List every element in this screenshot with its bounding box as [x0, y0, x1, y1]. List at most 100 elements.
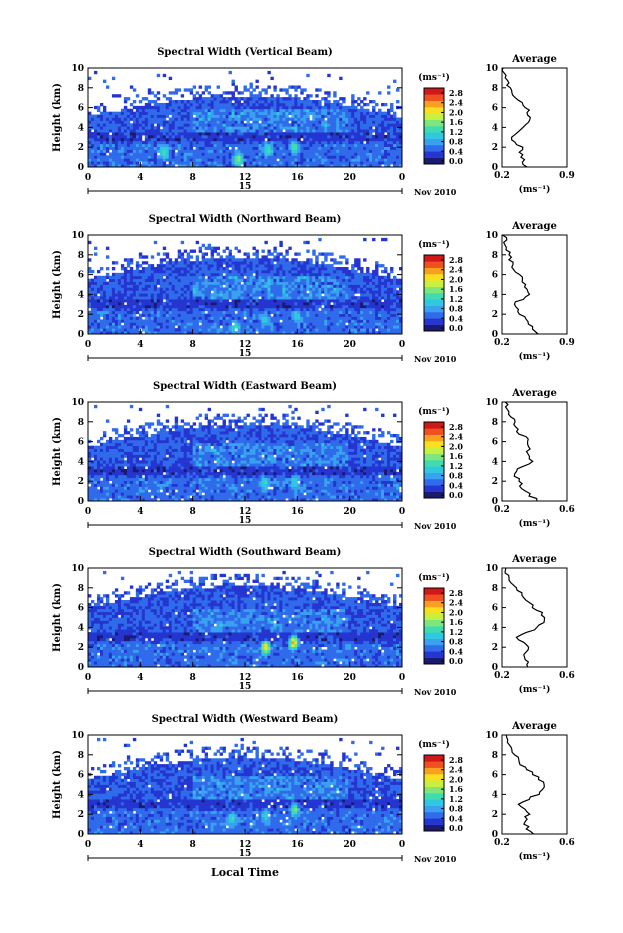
heatmap-cell	[184, 317, 187, 320]
heatmap-cell	[345, 305, 348, 308]
heatmap-cell	[184, 250, 187, 253]
heatmap-cell	[255, 279, 258, 282]
heatmap-cell	[184, 88, 187, 91]
heatmap-cell	[199, 279, 202, 282]
heatmap-cell	[252, 270, 255, 273]
heatmap-cell	[130, 282, 133, 285]
heatmap-cell	[354, 118, 357, 121]
heatmap-cell	[288, 138, 291, 141]
heatmap-cell	[121, 285, 124, 288]
heatmap-cell	[363, 290, 366, 293]
heatmap-cell	[315, 317, 318, 320]
heatmap-cell	[282, 123, 285, 126]
heatmap-cell	[381, 328, 384, 331]
heatmap-cell	[375, 115, 378, 118]
heatmap-cell	[381, 161, 384, 164]
heatmap-cell	[112, 314, 115, 317]
heatmap-cell	[193, 126, 196, 129]
heatmap-cell	[127, 109, 130, 112]
heatmap-cell	[148, 147, 151, 150]
heatmap-cell	[163, 317, 166, 320]
heatmap-cell	[211, 138, 214, 141]
heatmap-cell	[270, 141, 273, 144]
heatmap-cell	[363, 158, 366, 161]
heatmap-cell	[163, 138, 166, 141]
average-y-tick-label: 10	[485, 64, 498, 74]
heatmap-cell	[363, 152, 366, 155]
heatmap-cell	[258, 94, 261, 97]
heatmap-cell	[133, 144, 136, 147]
heatmap-cell	[378, 123, 381, 126]
heatmap-cell	[294, 155, 297, 158]
heatmap-cell	[160, 115, 163, 118]
heatmap-cell	[306, 317, 309, 320]
heatmap-cell	[318, 317, 321, 320]
heatmap-cell	[360, 135, 363, 138]
heatmap-cell	[252, 319, 255, 322]
heatmap-cell	[247, 252, 250, 255]
heatmap-cell	[241, 308, 244, 311]
heatmap-cell	[169, 264, 172, 267]
heatmap-cell	[306, 94, 309, 97]
heatmap-cell	[342, 118, 345, 121]
heatmap-cell	[247, 141, 250, 144]
heatmap-cell	[232, 287, 235, 290]
heatmap-cell	[375, 141, 378, 144]
heatmap-cell	[115, 328, 118, 331]
heatmap-cell	[252, 97, 255, 100]
heatmap-cell	[199, 302, 202, 305]
heatmap-cell	[273, 267, 276, 270]
heatmap-cell	[163, 308, 166, 311]
heatmap-cell	[363, 135, 366, 138]
heatmap-cell	[208, 141, 211, 144]
heatmap-cell	[303, 261, 306, 264]
heatmap-cell	[103, 158, 106, 161]
x-tick-label: 20	[343, 173, 356, 183]
heatmap-cell	[124, 158, 127, 161]
heatmap-cell	[109, 328, 112, 331]
heatmap-cell	[244, 129, 247, 132]
heatmap-cell	[190, 314, 193, 317]
heatmap-cell	[223, 296, 226, 299]
heatmap-cell	[106, 328, 109, 331]
heatmap-cell	[324, 317, 327, 320]
heatmap-cell	[88, 135, 91, 138]
heatmap-cell	[294, 112, 297, 115]
heatmap-cell	[306, 314, 309, 317]
heatmap-cell	[321, 264, 324, 267]
heatmap-cell	[157, 150, 160, 153]
heatmap-cell	[282, 112, 285, 115]
average-x-tick-label: 0.2	[494, 171, 510, 181]
heatmap-cell	[306, 241, 309, 244]
heatmap-cell	[282, 314, 285, 317]
heatmap-cell	[276, 282, 279, 285]
heatmap-cell	[351, 302, 354, 305]
heatmap-cell	[220, 322, 223, 325]
heatmap-cell	[193, 311, 196, 314]
heatmap-cell	[214, 317, 217, 320]
heatmap-cell	[300, 264, 303, 267]
heatmap-cell	[94, 115, 97, 118]
heatmap-cell	[103, 305, 106, 308]
heatmap-cell	[202, 161, 205, 164]
heatmap-cell	[112, 118, 115, 121]
heatmap-cell	[339, 276, 342, 279]
heatmap-cell	[169, 317, 172, 320]
heatmap-cell	[279, 261, 282, 264]
heatmap-cell	[375, 285, 378, 288]
heatmap-cell	[151, 282, 154, 285]
heatmap-cell	[366, 152, 369, 155]
heatmap-cell	[387, 135, 390, 138]
heatmap-cell	[244, 112, 247, 115]
heatmap-cell	[309, 317, 312, 320]
heatmap-cell	[336, 267, 339, 270]
heatmap-cell	[345, 258, 348, 261]
heatmap-cell	[312, 126, 315, 129]
heatmap-cell	[288, 322, 291, 325]
heatmap-cell	[226, 258, 229, 261]
heatmap-cell	[288, 296, 291, 299]
heatmap-cell	[276, 311, 279, 314]
heatmap-cell	[214, 302, 217, 305]
heatmap-cell	[291, 264, 294, 267]
heatmap-cell	[297, 302, 300, 305]
